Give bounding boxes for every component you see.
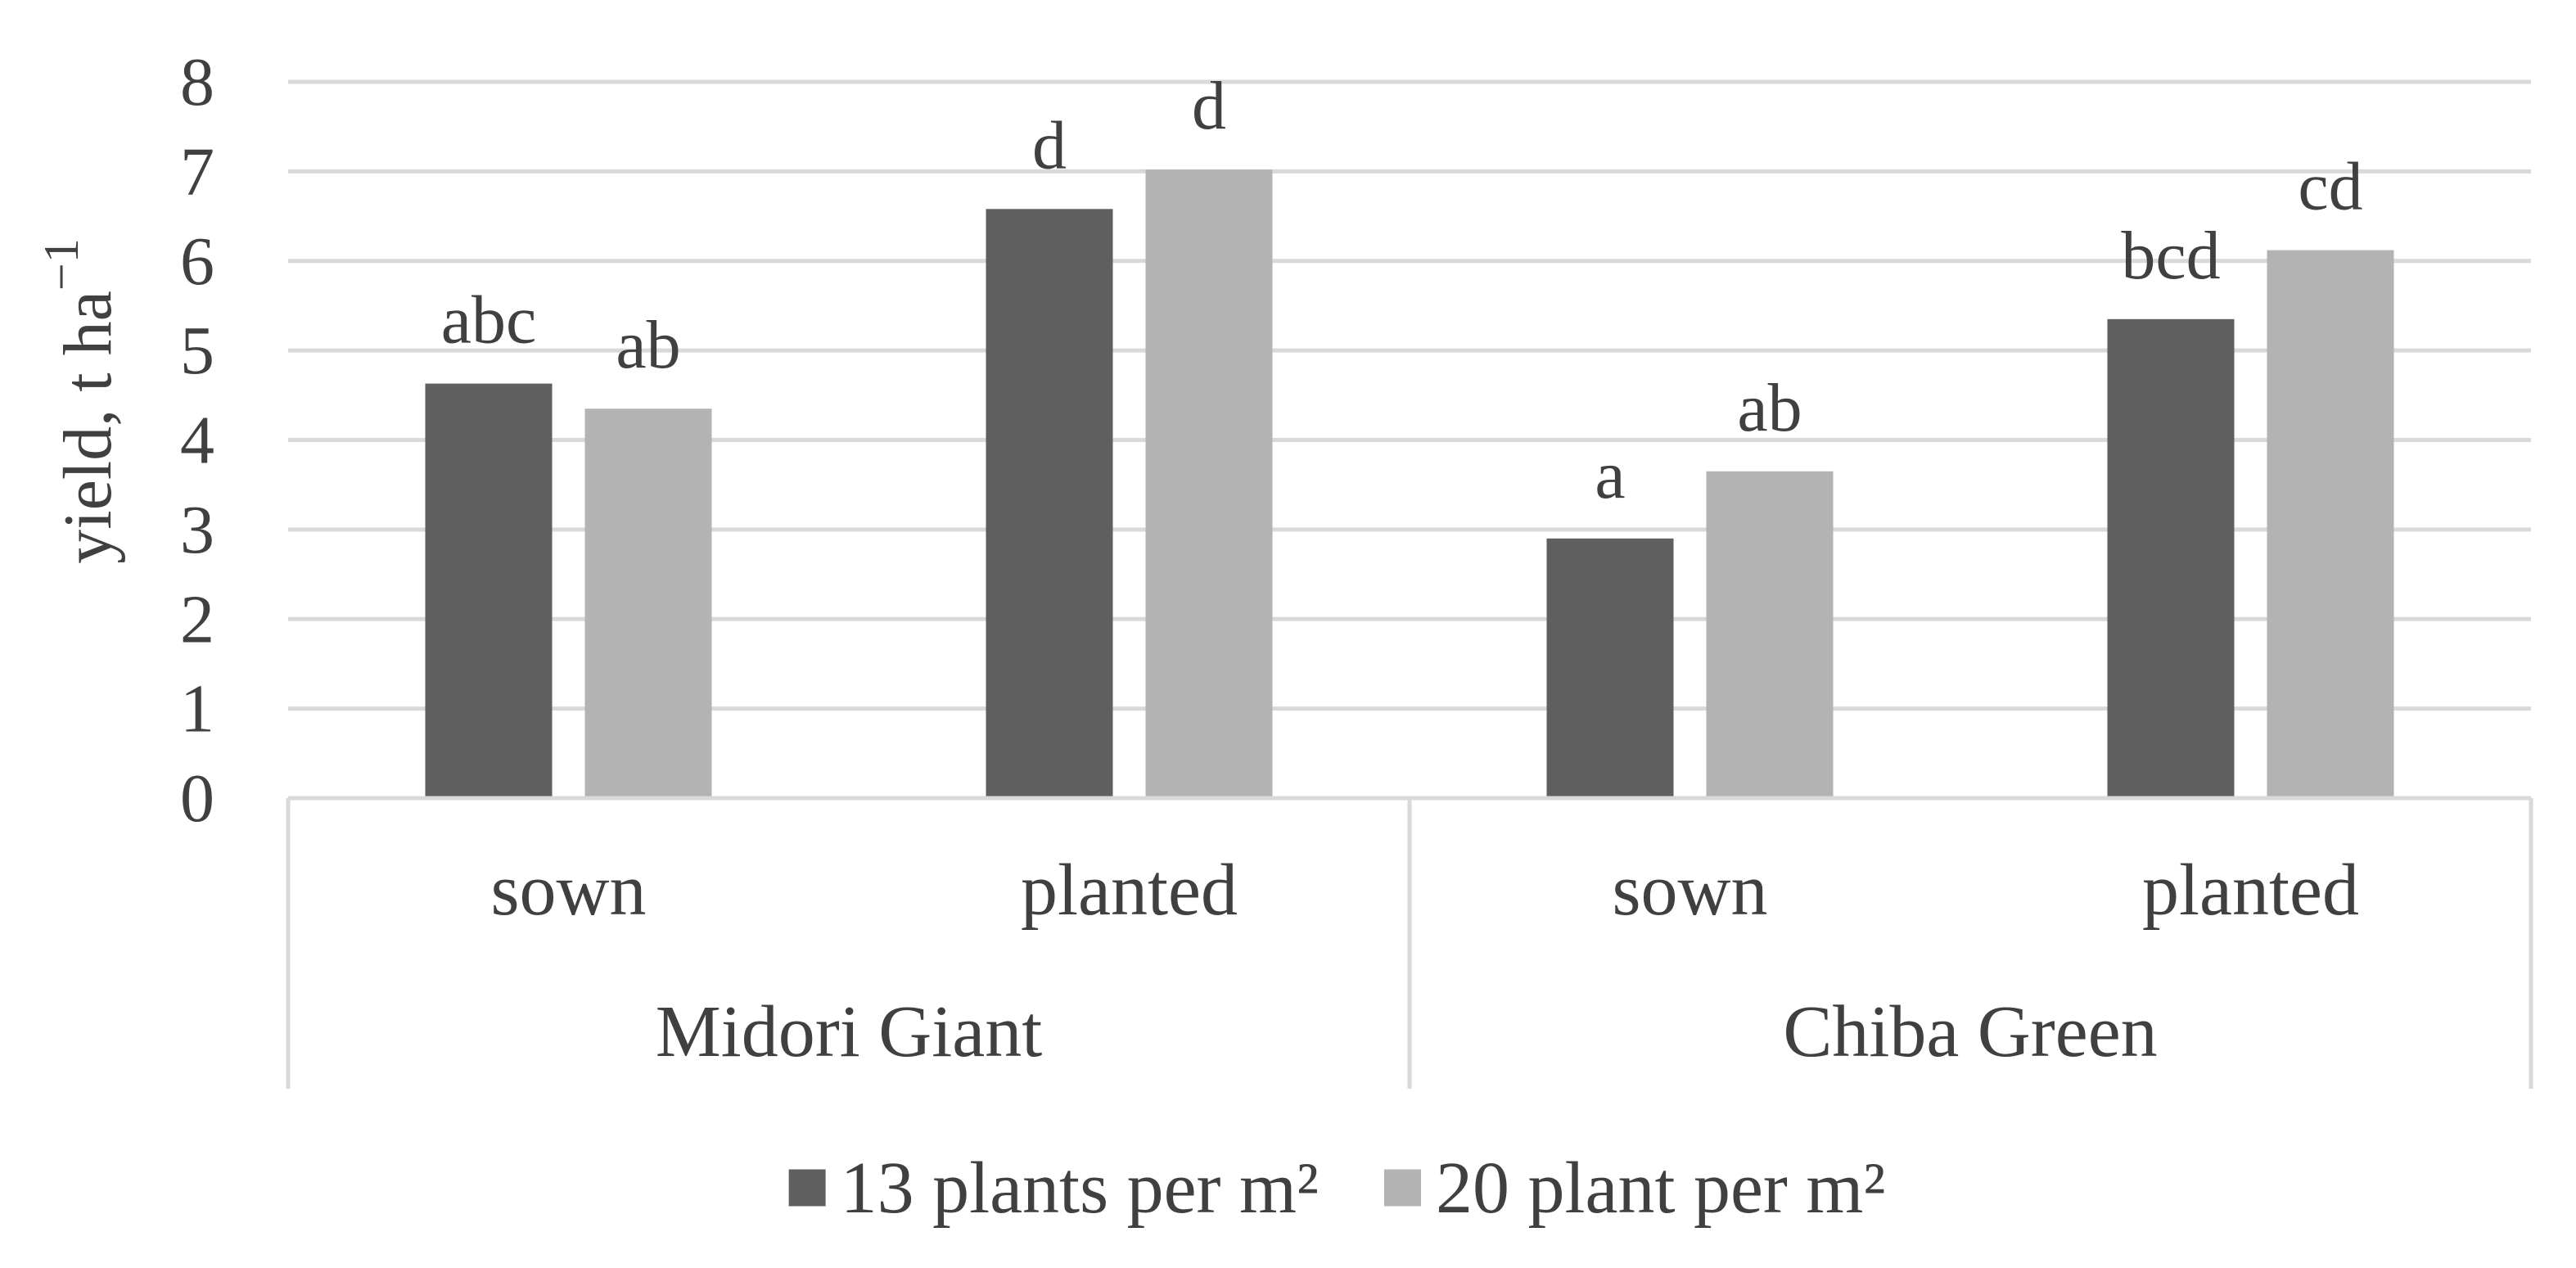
bar <box>2107 318 2235 798</box>
x-category-label: sown <box>1612 850 1767 931</box>
x-category-label: sown <box>490 850 646 931</box>
category-axis <box>286 796 2533 1089</box>
y-tick-label: 5 <box>180 313 214 389</box>
x-category-label: planted <box>2142 850 2359 931</box>
y-axis-title-superscript: −1 <box>34 238 88 291</box>
y-tick-label: 2 <box>180 581 214 657</box>
x-category-label: planted <box>1021 850 1238 931</box>
bar <box>425 383 553 798</box>
bar-significance-label: abc <box>441 282 537 359</box>
legend-item: 13 plants per m² <box>788 1148 1319 1229</box>
bar <box>1145 169 1273 798</box>
legend-item: 20 plant per m² <box>1384 1148 1885 1229</box>
x-group-label: Chiba Green <box>1783 991 2157 1072</box>
y-axis-title: yield, t ha−1 <box>34 238 126 563</box>
bar <box>584 408 712 798</box>
bar-significance-label: a <box>1595 437 1625 513</box>
bar <box>1546 538 1674 798</box>
y-tick-label: 8 <box>180 44 214 120</box>
bar-significance-label: ab <box>1737 370 1802 446</box>
group-labels: Midori Giant Chiba Green <box>656 991 2158 1072</box>
legend-label: 13 plants per m² <box>841 1148 1319 1229</box>
bar-significance-label: d <box>1032 107 1067 183</box>
bar-significance-labels: abc ab d d a ab bcd cd <box>441 68 2363 513</box>
y-tick-label: 1 <box>180 671 214 747</box>
legend-swatch <box>788 1169 826 1207</box>
bar-significance-label: d <box>1192 68 1226 144</box>
bar-significance-label: cd <box>2298 149 2362 225</box>
y-tick-label: 0 <box>180 760 214 837</box>
bar <box>2267 250 2394 798</box>
legend-swatch <box>1384 1169 1422 1207</box>
bars <box>425 169 2394 798</box>
y-tick-label: 4 <box>180 403 214 479</box>
legend: 13 plants per m² 20 plant per m² <box>788 1148 1885 1229</box>
category-labels: sown planted sown planted <box>490 850 2358 931</box>
bar-significance-label: bcd <box>2121 218 2220 294</box>
y-axis-title-text: yield, t ha <box>50 291 126 564</box>
legend-label: 20 plant per m² <box>1436 1148 1885 1229</box>
bar-significance-label: ab <box>616 307 680 383</box>
x-group-label: Midori Giant <box>656 991 1042 1072</box>
y-axis-tick-labels: 0 1 2 3 4 5 6 7 8 <box>180 44 214 837</box>
y-tick-label: 3 <box>180 492 214 568</box>
y-tick-label: 6 <box>180 223 214 300</box>
bar <box>986 209 1113 798</box>
y-tick-label: 7 <box>180 133 214 210</box>
bar <box>1706 471 1834 798</box>
